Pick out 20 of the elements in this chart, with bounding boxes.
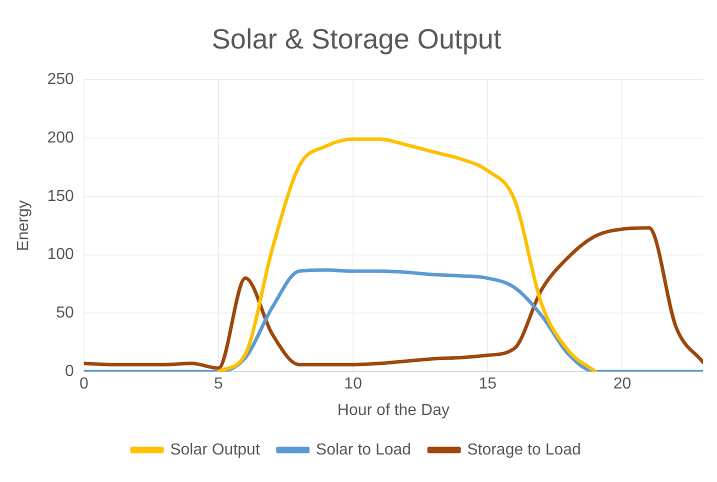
line-series bbox=[84, 226, 703, 370]
legend-label: Storage to Load bbox=[467, 441, 581, 458]
x-tick-label: 20 bbox=[613, 376, 632, 393]
x-tick-label: 5 bbox=[214, 376, 224, 393]
y-tick-label: 250 bbox=[47, 71, 74, 88]
y-tick-label: 0 bbox=[64, 363, 74, 380]
line-series bbox=[84, 268, 703, 372]
legend-label: Solar Output bbox=[170, 441, 260, 458]
y-axis-title: Energy bbox=[15, 200, 32, 251]
y-tick-label: 100 bbox=[47, 246, 74, 264]
y-tick-label: 50 bbox=[56, 304, 74, 322]
x-tick-label: 15 bbox=[478, 376, 497, 393]
x-tick-label: 10 bbox=[344, 376, 362, 393]
legend-label: Solar to Load bbox=[316, 441, 412, 458]
x-axis-title: Hour of the Day bbox=[337, 402, 450, 419]
y-tick-label: 200 bbox=[47, 129, 74, 146]
line-series bbox=[216, 137, 598, 372]
chart-title: Solar & Storage Output bbox=[212, 24, 502, 55]
y-tick-label: 150 bbox=[47, 188, 74, 205]
x-tick-label: 0 bbox=[79, 376, 88, 393]
